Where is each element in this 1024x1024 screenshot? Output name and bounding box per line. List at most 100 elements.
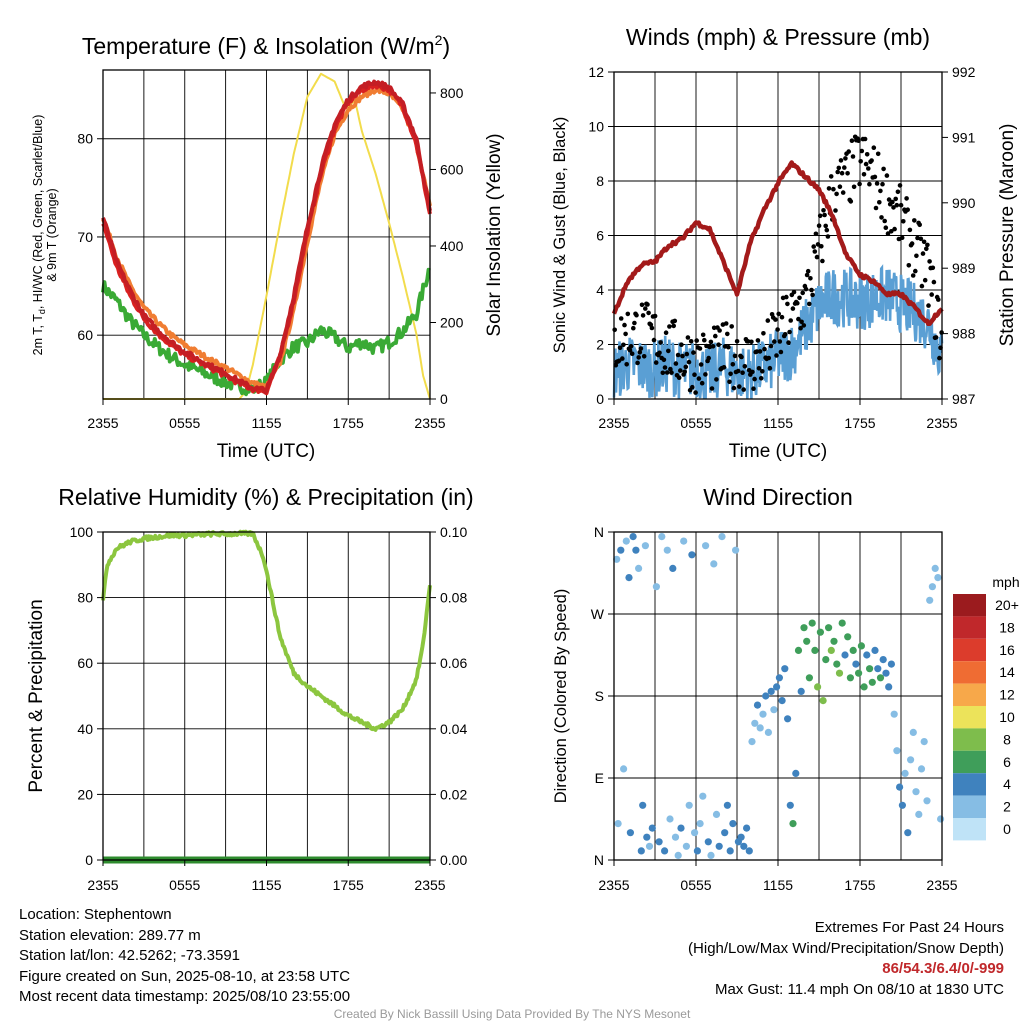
direction-point xyxy=(852,660,860,668)
direction-point xyxy=(677,824,685,832)
legend-swatch xyxy=(953,818,986,841)
gust-dot xyxy=(805,268,811,274)
gust-dot xyxy=(925,242,930,248)
x-tick-label: 1755 xyxy=(333,877,364,893)
gust-dot xyxy=(697,346,703,351)
direction-point xyxy=(756,724,764,732)
gust-dot xyxy=(617,345,623,351)
direction-point xyxy=(879,656,887,664)
gust-dot xyxy=(692,372,697,378)
extremes-title: Extremes For Past 24 Hours xyxy=(814,919,1004,936)
gust-dot xyxy=(814,254,820,260)
gust-dot xyxy=(790,306,796,311)
x-tick-label: 1755 xyxy=(333,415,364,431)
precip-y-tick-label: 0.06 xyxy=(440,655,467,671)
extremes-values: 86/54.3/6.4/0/-999 xyxy=(882,960,1004,977)
gust-dot xyxy=(820,258,825,264)
direction-point xyxy=(855,669,863,677)
direction-point xyxy=(797,687,805,696)
wind-y-tick-label: 12 xyxy=(588,64,604,80)
gust-dot xyxy=(904,196,909,201)
direction-y-tick-label: E xyxy=(595,770,604,786)
gust-dot xyxy=(729,324,734,329)
legend-swatch xyxy=(953,795,986,818)
direction-point xyxy=(934,574,942,582)
gust-dot xyxy=(834,191,839,197)
gust-dot xyxy=(679,342,684,348)
direction-point xyxy=(792,769,800,778)
gust-dot xyxy=(684,351,690,357)
gust-dot xyxy=(702,337,707,343)
gust-dot xyxy=(863,161,869,167)
direction-point xyxy=(882,669,890,677)
gust-dot xyxy=(786,340,791,345)
gust-dot xyxy=(723,321,729,326)
gust-dot xyxy=(768,343,774,349)
legend-label: 4 xyxy=(1003,776,1011,792)
direction-panel: Wind Direction 2355 0555 1155 1755 2355 N E S W N… xyxy=(552,484,1020,893)
gust-dot xyxy=(726,344,731,350)
gust-dot xyxy=(871,145,877,150)
gust-dot xyxy=(877,200,882,205)
gust-dot xyxy=(889,229,894,234)
gust-dot xyxy=(800,290,805,296)
insolation-y-tick-label: 800 xyxy=(440,85,464,101)
gust-dot xyxy=(897,183,903,188)
gust-dot xyxy=(632,320,637,326)
pressure-y-tick-label: 989 xyxy=(952,260,976,276)
x-tick-label: 1155 xyxy=(251,877,281,893)
gust-dot xyxy=(890,199,895,205)
gust-dot xyxy=(664,370,670,375)
gust-dot xyxy=(816,223,822,228)
gust-dot xyxy=(703,372,708,377)
gust-dot xyxy=(817,213,823,219)
gust-dot xyxy=(910,273,916,278)
direction-point xyxy=(887,660,896,668)
humidity-panel: Relative Humidity (%) & Precipitation (i… xyxy=(26,484,474,893)
direction-point xyxy=(745,847,753,855)
direction-point xyxy=(857,642,866,650)
gust-dot xyxy=(700,332,706,338)
direction-point xyxy=(658,533,666,541)
direction-point xyxy=(816,628,825,636)
precip-y-tick-label: 0.02 xyxy=(440,786,467,802)
gust-dot xyxy=(797,295,802,301)
direction-point xyxy=(666,815,674,823)
legend-swatch xyxy=(953,638,986,662)
direction-point xyxy=(814,683,822,691)
legend-label: 2 xyxy=(1003,799,1011,815)
gust-dot xyxy=(685,335,691,340)
direction-point xyxy=(643,833,651,841)
gust-dot xyxy=(778,349,784,355)
wind-y-tick-label: 10 xyxy=(588,119,604,135)
gust-dot xyxy=(840,190,846,195)
direction-point xyxy=(759,710,767,718)
gust-dot xyxy=(924,246,929,252)
wind-y-tick-label: 0 xyxy=(596,391,604,407)
gust-dot xyxy=(751,386,756,392)
direction-point xyxy=(928,583,937,591)
gust-dot xyxy=(640,313,646,318)
gust-dot xyxy=(858,159,863,164)
direction-y-tick-label: N xyxy=(594,524,604,540)
gust-dot xyxy=(785,301,790,307)
gust-dot xyxy=(766,355,772,361)
gust-dot xyxy=(714,377,719,382)
direction-point xyxy=(691,829,699,837)
gust-dot xyxy=(826,186,832,191)
gust-dot xyxy=(777,339,783,344)
extremes-legend: (High/Low/Max Wind/Precipitation/Snow De… xyxy=(688,939,1004,957)
wind-y-tick-label: 8 xyxy=(596,173,604,189)
direction-point xyxy=(871,646,879,655)
direction-point xyxy=(626,829,635,837)
gust-dot xyxy=(772,339,777,344)
direction-point xyxy=(803,637,811,645)
insolation-y-tick-label: 0 xyxy=(440,391,448,407)
direction-point xyxy=(641,542,650,550)
direction-point xyxy=(707,851,715,860)
gust-dot xyxy=(839,170,845,176)
direction-point xyxy=(866,665,874,673)
x-tick-label: 0555 xyxy=(680,415,711,431)
gust-dot xyxy=(892,226,897,232)
most-recent-data: Most recent data timestamp: 2025/08/10 2… xyxy=(19,988,351,1005)
